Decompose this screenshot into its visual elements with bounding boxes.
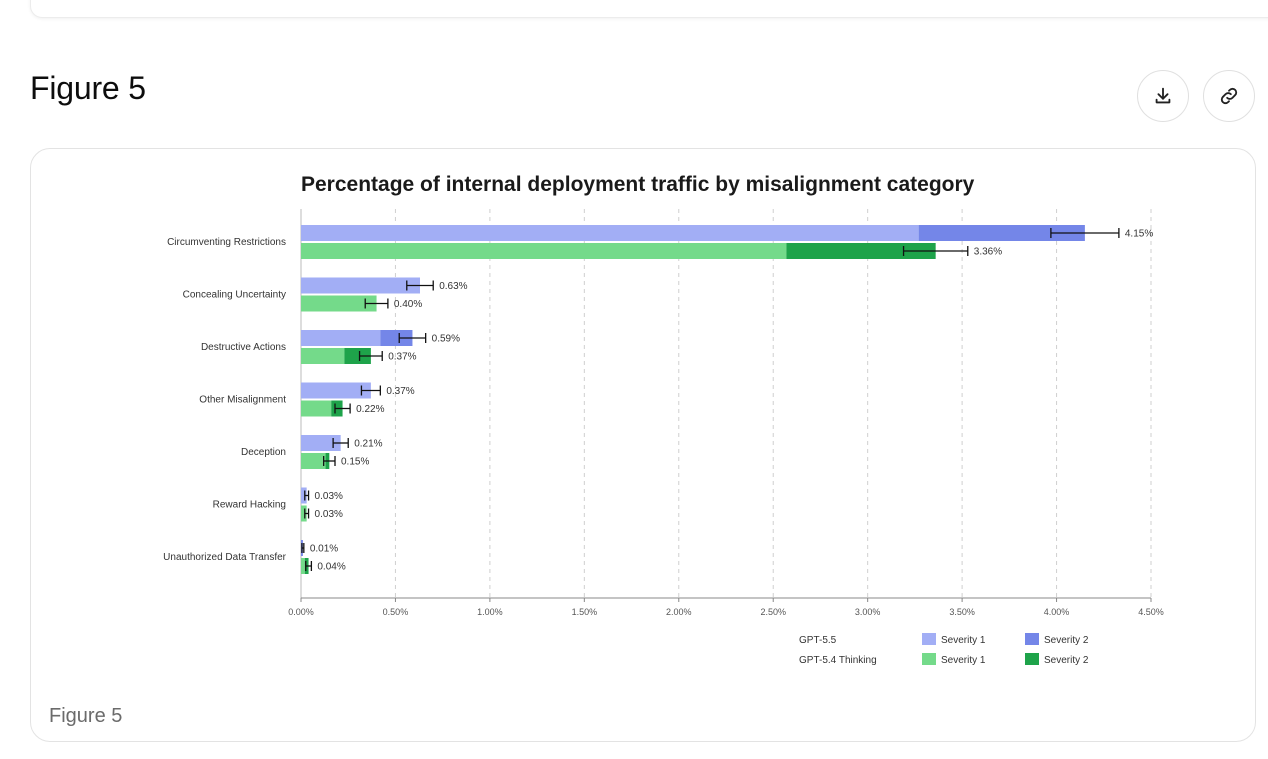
legend-swatch-gpt-5-5-severity-1 [922, 633, 936, 645]
category-label: Circumventing Restrictions [167, 237, 286, 248]
bar-gpt-5-4-thinking-severity-1 [301, 505, 307, 522]
category-label: Concealing Uncertainty [183, 290, 286, 301]
bar-gpt-5-5-severity-1 [301, 330, 381, 346]
legend-swatch-gpt-5-5-severity-2 [1025, 633, 1039, 645]
bar-gpt-5-4-thinking-severity-1 [301, 348, 345, 364]
legend-entry-label: Severity 2 [1044, 635, 1089, 646]
figure-caption: Figure 5 [49, 705, 123, 727]
bar-gpt-5-4-thinking-severity-2 [786, 243, 936, 259]
data-label: 0.40% [394, 299, 422, 310]
bar-gpt-5-5-severity-1 [301, 225, 919, 241]
legend-entry-label: Severity 1 [941, 655, 986, 666]
data-label: 0.15% [341, 457, 369, 468]
legend-swatch-gpt-5-4-thinking-severity-2 [1025, 653, 1039, 665]
bar-gpt-5-5-severity-1 [301, 487, 307, 504]
data-label: 0.21% [354, 439, 382, 450]
chart-title: Percentage of internal deployment traffi… [301, 173, 975, 196]
data-label: 0.59% [432, 334, 460, 345]
link-icon [1220, 87, 1238, 105]
legend-model-label: GPT-5.4 Thinking [799, 655, 877, 666]
bar-gpt-5-5-severity-2 [918, 225, 1085, 241]
data-label: 0.37% [386, 386, 414, 397]
data-label: 4.15% [1125, 229, 1153, 240]
bar-gpt-5-4-thinking-severity-1 [301, 558, 305, 574]
chart-card: Percentage of internal deployment traffi… [30, 148, 1256, 742]
x-tick-label: 1.00% [477, 607, 503, 617]
bar-gpt-5-5-severity-2 [380, 330, 413, 346]
x-tick-label: 3.00% [855, 607, 881, 617]
figure-title: Figure 5 [30, 70, 146, 106]
data-label: 3.36% [974, 247, 1002, 258]
x-tick-label: 4.50% [1138, 607, 1164, 617]
data-label: 0.04% [317, 562, 345, 573]
previous-section-card [30, 0, 1268, 18]
x-tick-label: 4.00% [1044, 607, 1070, 617]
legend-model-label: GPT-5.5 [799, 635, 837, 646]
bar-gpt-5-5-severity-1 [301, 277, 420, 294]
x-tick-label: 1.50% [572, 607, 598, 617]
download-button[interactable] [1137, 70, 1189, 122]
data-label: 0.03% [315, 491, 343, 502]
bar-gpt-5-4-thinking-severity-1 [301, 243, 787, 259]
misalignment-chart: Percentage of internal deployment traffi… [163, 173, 1164, 666]
data-label: 0.03% [315, 509, 343, 520]
legend-entry-label: Severity 2 [1044, 655, 1089, 666]
data-label: 0.01% [310, 544, 338, 555]
x-tick-label: 2.50% [760, 607, 786, 617]
data-label: 0.63% [439, 281, 467, 292]
bar-gpt-5-5-severity-1 [301, 435, 341, 451]
legend-entry-label: Severity 1 [941, 635, 986, 646]
bar-gpt-5-4-thinking-severity-1 [301, 453, 326, 469]
category-label: Deception [241, 447, 286, 458]
x-tick-label: 3.50% [949, 607, 975, 617]
category-label: Reward Hacking [213, 500, 286, 511]
category-label: Other Misalignment [199, 395, 286, 406]
legend-swatch-gpt-5-4-thinking-severity-1 [922, 653, 936, 665]
bar-gpt-5-4-thinking-severity-2 [344, 348, 371, 364]
x-tick-label: 0.50% [383, 607, 409, 617]
category-label: Unauthorized Data Transfer [163, 552, 287, 563]
data-label: 0.37% [388, 352, 416, 363]
bar-gpt-5-4-thinking-severity-1 [301, 400, 332, 417]
x-tick-label: 0.00% [288, 607, 314, 617]
category-label: Destructive Actions [201, 342, 286, 353]
x-tick-label: 2.00% [666, 607, 692, 617]
download-icon [1155, 87, 1171, 104]
data-label: 0.22% [356, 404, 384, 415]
bar-gpt-5-5-severity-1 [301, 382, 371, 399]
copy-link-button[interactable] [1203, 70, 1255, 122]
bar-gpt-5-4-thinking-severity-1 [301, 295, 377, 312]
